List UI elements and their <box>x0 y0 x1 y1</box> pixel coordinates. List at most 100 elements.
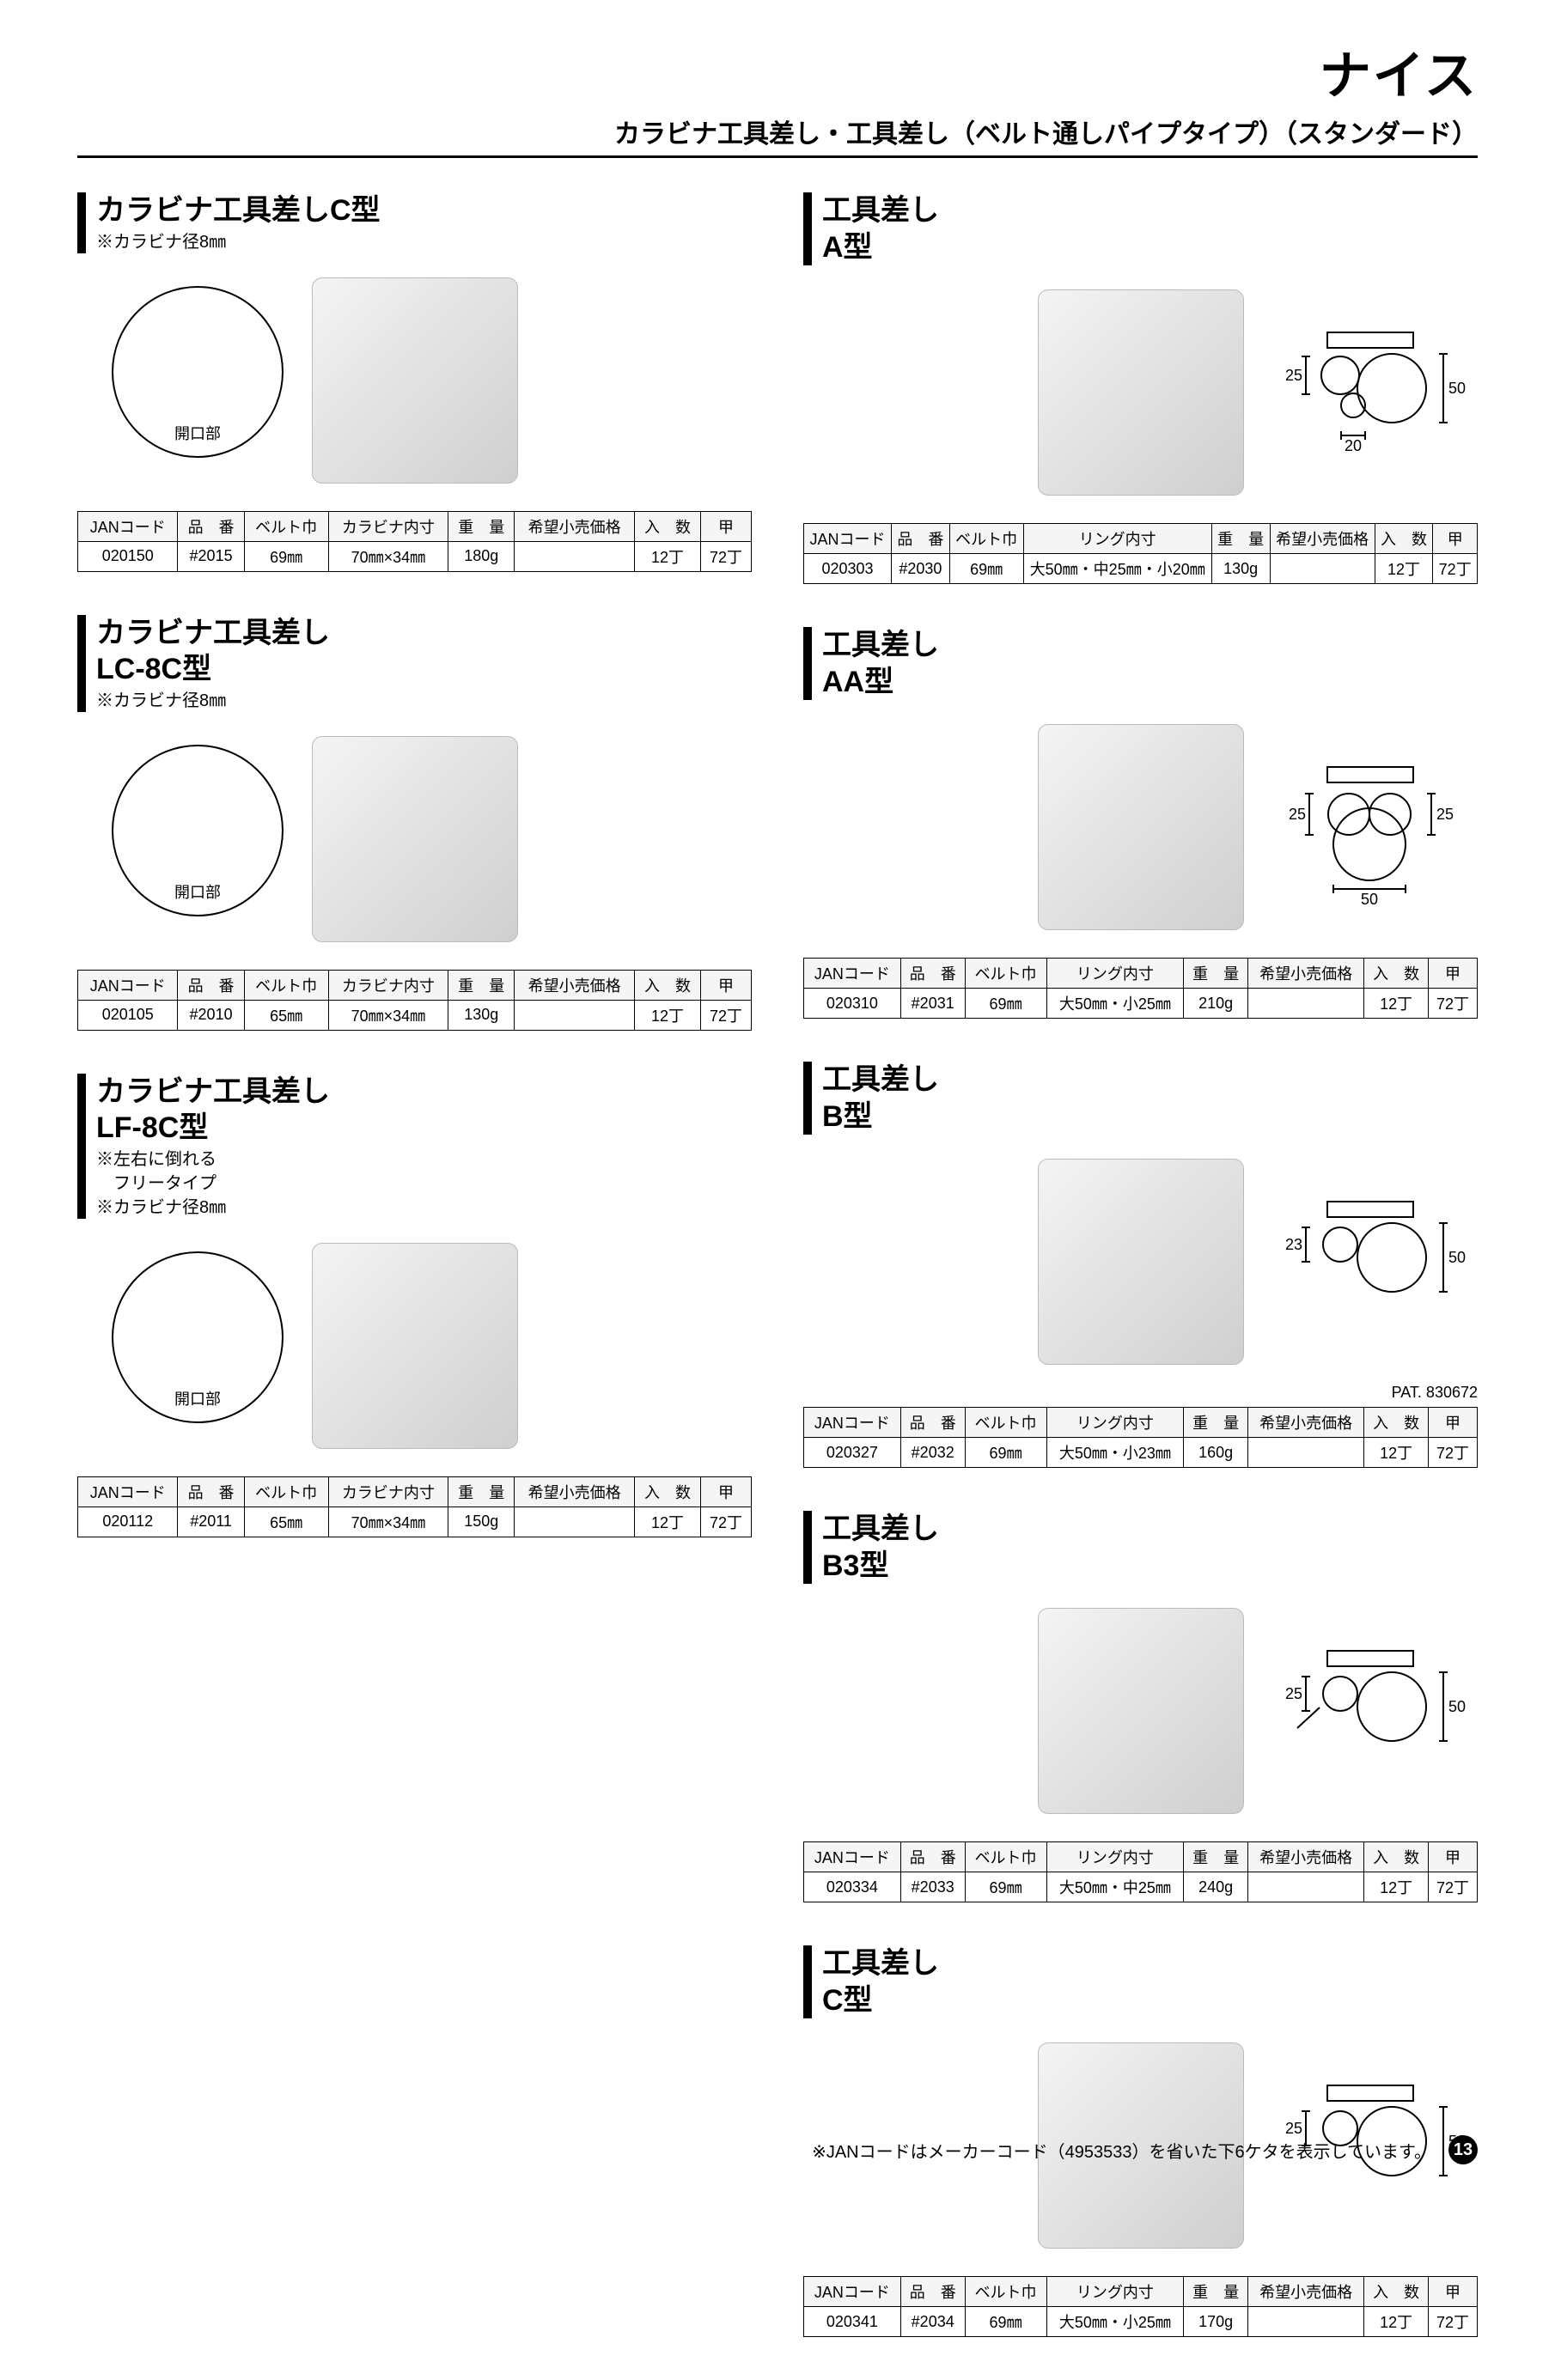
table-cell <box>1248 1438 1364 1468</box>
table-header-cell: JANコード <box>804 524 892 554</box>
product-title-row: 工具差しA型 <box>803 192 1478 265</box>
table-row: 020310#203169㎜大50㎜・小25㎜210g12丁72丁 <box>804 989 1478 1019</box>
spec-table: JANコード品 番ベルト巾リング内寸重 量希望小売価格入 数甲020327#20… <box>803 1407 1478 1468</box>
table-header-cell: 品 番 <box>892 524 950 554</box>
table-header-cell: ベルト巾 <box>965 2277 1046 2307</box>
table-header-cell: 入 数 <box>1364 1842 1429 1872</box>
product-media: 252550 <box>803 707 1478 947</box>
product-media: 2550 <box>803 1591 1478 1831</box>
table-cell: 69㎜ <box>244 541 328 571</box>
detail-circle: 開口部 <box>112 286 284 458</box>
product-media: 開口部 <box>77 260 752 501</box>
table-cell: 72丁 <box>701 1507 752 1537</box>
table-header-cell: 品 番 <box>178 1476 244 1507</box>
title-bar <box>803 1511 812 1584</box>
product-media: 開口部 <box>77 719 752 959</box>
table-header-cell: 入 数 <box>1364 2277 1429 2307</box>
table-cell <box>515 541 634 571</box>
spec-table: JANコード品 番ベルト巾カラビナ内寸重 量希望小売価格入 数甲020105#2… <box>77 970 752 1031</box>
title-text: 工具差しC型 <box>822 1945 939 2018</box>
table-header-cell: リング内寸 <box>1046 2277 1184 2307</box>
product-block: カラビナ工具差しLF-8C型※左右に倒れる フリータイプ※カラビナ径8㎜開口部J… <box>77 1074 752 1537</box>
table-header-cell: 品 番 <box>900 2277 965 2307</box>
product-name: カラビナ工具差しC型 <box>96 192 381 229</box>
title-bar <box>77 192 86 253</box>
table-header-cell: 入 数 <box>1364 959 1429 989</box>
table-row: 020334#203369㎜大50㎜・中25㎜240g12丁72丁 <box>804 1872 1478 1902</box>
product-name: LF-8C型 <box>96 1110 330 1147</box>
svg-text:20: 20 <box>1345 437 1362 454</box>
table-header-cell: カラビナ内寸 <box>328 1476 448 1507</box>
product-title-row: 工具差しB3型 <box>803 1511 1478 1584</box>
spec-table: JANコード品 番ベルト巾カラビナ内寸重 量希望小売価格入 数甲020112#2… <box>77 1476 752 1537</box>
patent-label: PAT. 830672 <box>803 1384 1478 1402</box>
table-row: 020341#203469㎜大50㎜・小25㎜170g12丁72丁 <box>804 2307 1478 2337</box>
product-block: カラビナ工具差しC型※カラビナ径8㎜開口部JANコード品 番ベルト巾カラビナ内寸… <box>77 192 752 572</box>
table-header-cell: リング内寸 <box>1023 524 1211 554</box>
product-note: ※カラビナ径8㎜ <box>96 690 330 712</box>
table-header-cell: ベルト巾 <box>965 1408 1046 1438</box>
table-header-cell: 希望小売価格 <box>515 1476 634 1507</box>
product-block: 工具差しAA型252550JANコード品 番ベルト巾リング内寸重 量希望小売価格… <box>803 627 1478 1019</box>
product-name: 工具差し <box>822 627 939 664</box>
spec-table: JANコード品 番ベルト巾カラビナ内寸重 量希望小売価格入 数甲020150#2… <box>77 511 752 572</box>
table-header-cell: 重 量 <box>1184 1842 1248 1872</box>
table-header-cell: 品 番 <box>900 1842 965 1872</box>
svg-text:50: 50 <box>1448 1698 1466 1715</box>
product-media: 2350 <box>803 1141 1478 1382</box>
product-block: カラビナ工具差しLC-8C型※カラビナ径8㎜開口部JANコード品 番ベルト巾カラ… <box>77 615 752 1031</box>
detail-circle: 開口部 <box>112 745 284 916</box>
table-cell <box>1248 989 1364 1019</box>
table-cell: 020341 <box>804 2307 901 2337</box>
product-name: カラビナ工具差し <box>96 1074 330 1111</box>
product-name: 工具差し <box>822 1945 939 1982</box>
table-cell: #2031 <box>900 989 965 1019</box>
table-header-cell: カラビナ内寸 <box>328 970 448 1000</box>
brand-title: ナイス <box>77 34 1478 109</box>
column-right: 工具差しA型255020JANコード品 番ベルト巾リング内寸重 量希望小売価格入… <box>803 192 1478 2380</box>
table-header-cell: 希望小売価格 <box>1248 2277 1364 2307</box>
svg-text:25: 25 <box>1436 806 1454 823</box>
table-cell <box>1248 1872 1364 1902</box>
table-header-cell: リング内寸 <box>1046 959 1184 989</box>
table-header-cell: JANコード <box>78 1476 178 1507</box>
table-cell: 020150 <box>78 541 178 571</box>
table-cell: #2032 <box>900 1438 965 1468</box>
table-header-cell: 重 量 <box>448 511 515 541</box>
product-title-row: 工具差しAA型 <box>803 627 1478 700</box>
table-cell: 72丁 <box>1428 989 1477 1019</box>
product-name: C型 <box>822 1982 939 2019</box>
table-cell: 12丁 <box>1364 1872 1429 1902</box>
table-row: 020303#203069㎜大50㎜・中25㎜・小20㎜130g12丁72丁 <box>804 554 1478 584</box>
product-block: 工具差しB型2350PAT. 830672JANコード品 番ベルト巾リング内寸重… <box>803 1062 1478 1468</box>
product-name: B3型 <box>822 1548 939 1585</box>
title-bar <box>803 192 812 265</box>
columns: カラビナ工具差しC型※カラビナ径8㎜開口部JANコード品 番ベルト巾カラビナ内寸… <box>77 192 1478 2380</box>
product-name: AA型 <box>822 664 939 701</box>
product-photo-placeholder <box>1038 724 1244 930</box>
table-cell: 72丁 <box>1428 1872 1477 1902</box>
table-header-cell: リング内寸 <box>1046 1842 1184 1872</box>
table-cell: 170g <box>1184 2307 1248 2337</box>
table-cell: 240g <box>1184 1872 1248 1902</box>
table-cell: 72丁 <box>701 1000 752 1030</box>
table-header-cell: 甲 <box>701 511 752 541</box>
table-cell: 210g <box>1184 989 1248 1019</box>
table-header-cell: JANコード <box>804 959 901 989</box>
footer-jan-note: ※JANコードはメーカーコード（4953533）を省いた下6ケタを表示しています… <box>77 2138 1431 2163</box>
table-cell: 72丁 <box>1428 2307 1477 2337</box>
table-cell: 65㎜ <box>244 1000 328 1030</box>
product-title-row: カラビナ工具差しLF-8C型※左右に倒れる フリータイプ※カラビナ径8㎜ <box>77 1074 752 1219</box>
page-header: ナイス カラビナ工具差し・工具差し（ベルト通しパイプタイプ）（スタンダード） <box>77 34 1478 158</box>
table-row: 020112#201165㎜70㎜×34㎜150g12丁72丁 <box>78 1507 752 1537</box>
table-cell: 70㎜×34㎜ <box>328 1000 448 1030</box>
table-header-cell: 希望小売価格 <box>1270 524 1375 554</box>
product-note: ※カラビナ径8㎜ <box>96 1196 330 1219</box>
table-header-cell: JANコード <box>804 1842 901 1872</box>
table-header-cell: 重 量 <box>1211 524 1270 554</box>
spec-table: JANコード品 番ベルト巾リング内寸重 量希望小売価格入 数甲020310#20… <box>803 958 1478 1019</box>
table-header-cell: 品 番 <box>900 959 965 989</box>
table-header-cell: リング内寸 <box>1046 1408 1184 1438</box>
title-bar <box>77 615 86 712</box>
svg-text:23: 23 <box>1285 1236 1302 1253</box>
